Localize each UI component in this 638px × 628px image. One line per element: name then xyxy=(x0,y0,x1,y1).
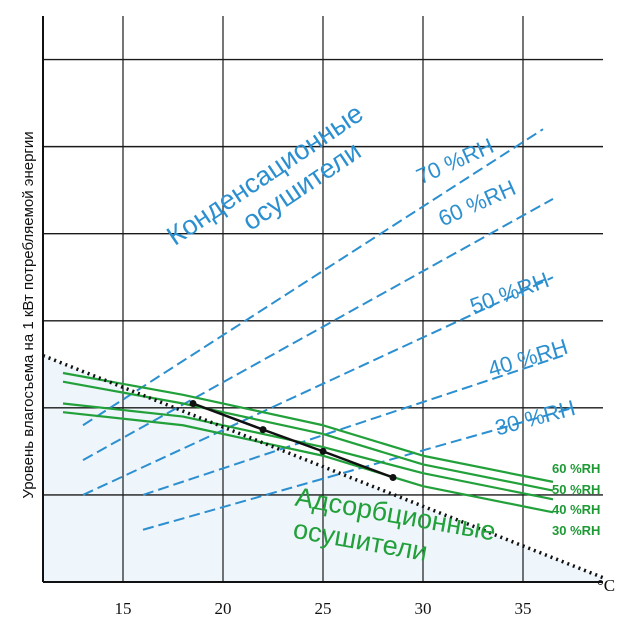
y-axis-label: Уровень влагосъема на 1 кВт потребляемой… xyxy=(20,131,37,498)
boundary-line xyxy=(42,353,604,580)
cond-label-50: 50 %RH xyxy=(467,267,553,319)
ads-label-40: 40 %RH xyxy=(552,502,600,517)
cond-label-40: 40 %RH xyxy=(485,334,571,382)
intersection-segment xyxy=(192,402,394,479)
adsorption-curve xyxy=(62,402,554,501)
condensation-line xyxy=(82,276,554,496)
condensation-line xyxy=(142,406,574,531)
intersection-marker xyxy=(189,399,197,407)
ads-label-30: 30 %RH xyxy=(552,523,600,538)
condensation-line xyxy=(82,128,544,427)
x-tick-label: 20 xyxy=(215,599,232,618)
ads-label-60: 60 %RH xyxy=(552,461,600,476)
adsorption-curve xyxy=(62,371,554,483)
intersection-marker xyxy=(389,474,397,482)
x-tick-label: 25 xyxy=(315,599,332,618)
x-tick-label: 35 xyxy=(515,599,532,618)
intersection-marker xyxy=(259,426,267,434)
adsorption-curve xyxy=(62,380,554,492)
cond-label-60: 60 %RH xyxy=(434,175,519,231)
condensation-line xyxy=(142,354,564,496)
cond-label-70: 70 %RH xyxy=(412,133,497,189)
adsorption-curve xyxy=(62,411,554,514)
x-tick-label: 30 xyxy=(415,599,432,618)
ads-label-50: 50 %RH xyxy=(552,482,600,497)
x-tick-label: 15 xyxy=(115,599,132,618)
condensation-line xyxy=(82,197,554,461)
cond-label-30: 30 %RH xyxy=(492,395,578,440)
x-axis-unit: °C xyxy=(597,576,615,595)
intersection-marker xyxy=(319,447,327,455)
